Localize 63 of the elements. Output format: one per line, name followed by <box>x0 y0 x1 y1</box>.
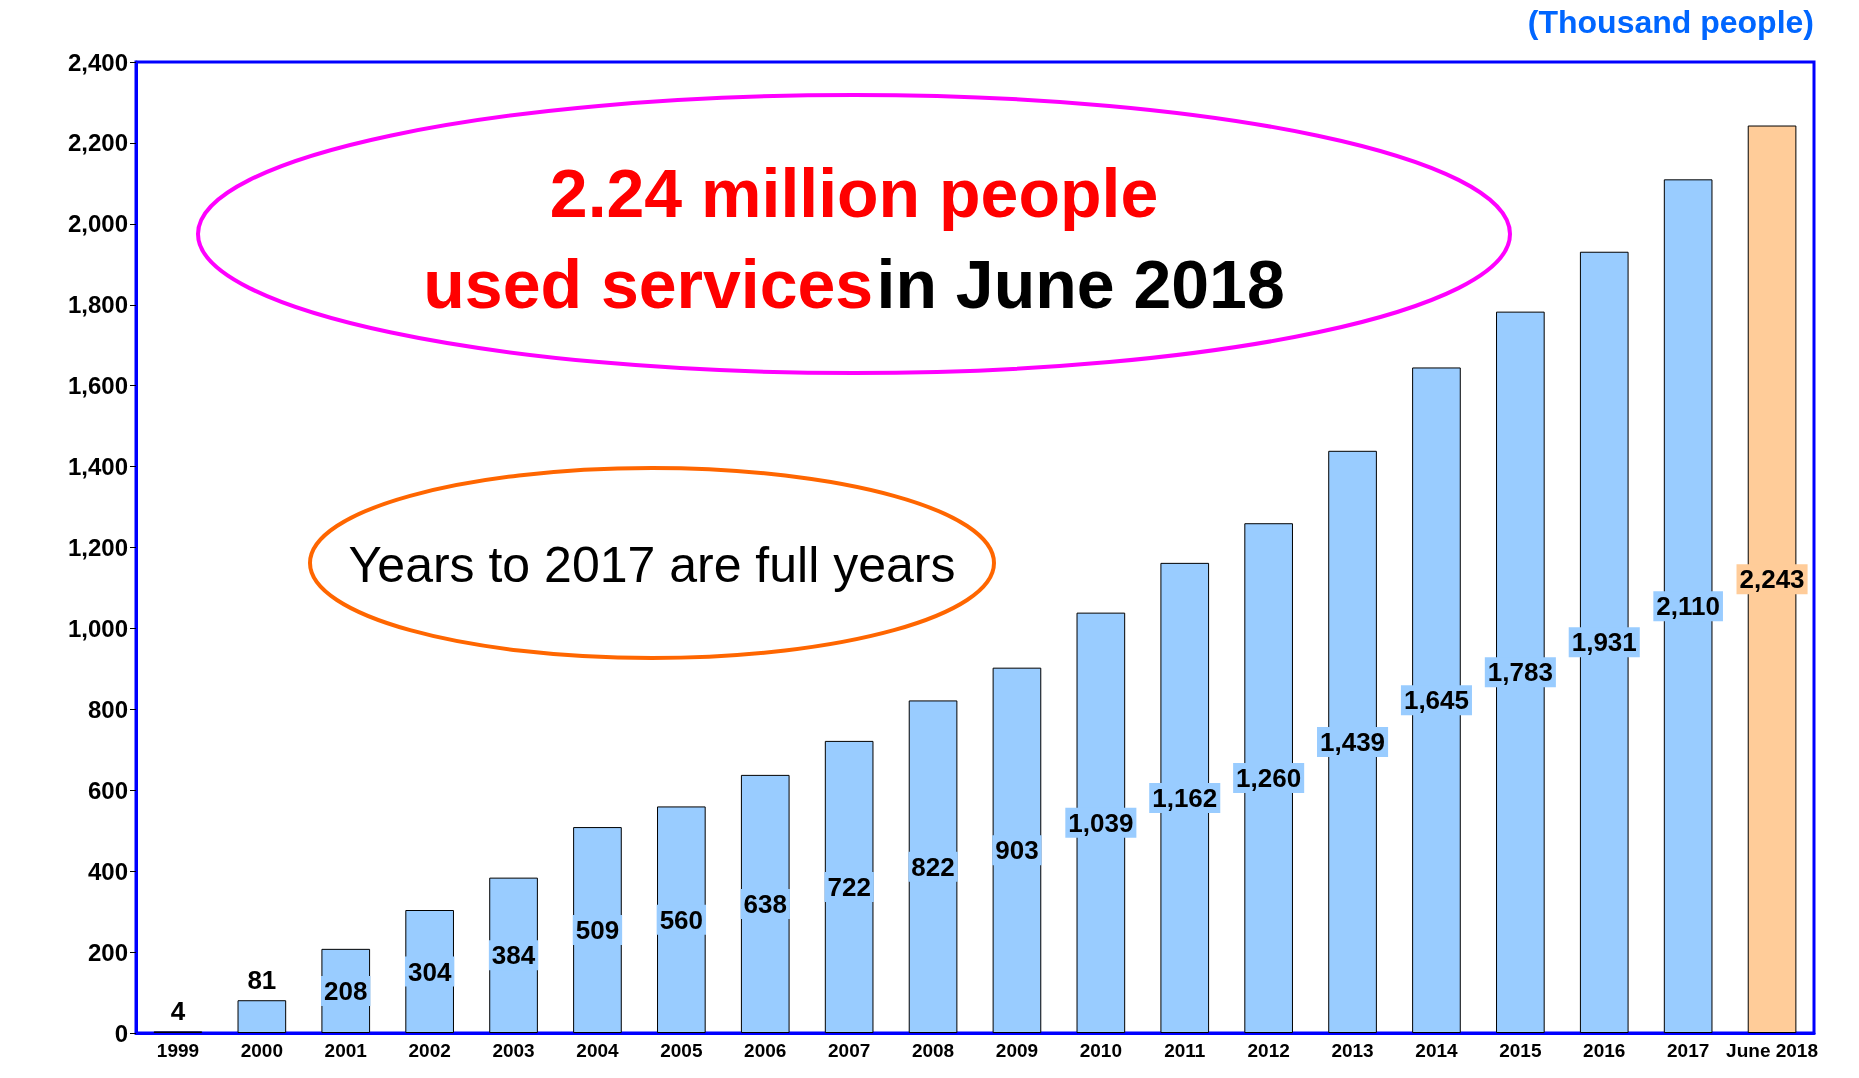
data-label: 1,645 <box>1403 685 1469 716</box>
y-tick-label: 2,400 <box>67 48 128 76</box>
data-label: 2,110 <box>1656 591 1720 622</box>
data-label: 1,260 <box>1236 763 1302 794</box>
x-tick-label: 2004 <box>576 1040 620 1061</box>
bar <box>908 700 958 1033</box>
x-tick-label: 2012 <box>1247 1040 1290 1061</box>
x-tick-label: 2011 <box>1164 1040 1206 1061</box>
data-label: 1,783 <box>1487 657 1553 688</box>
data-label: 304 <box>407 956 452 987</box>
data-label: 509 <box>575 915 620 946</box>
data-label: 1,162 <box>1152 782 1218 813</box>
data-label: 722 <box>827 871 871 902</box>
y-tick-label: 1,200 <box>67 534 128 561</box>
x-tick-label: 2014 <box>1415 1040 1459 1061</box>
data-label: 903 <box>995 835 1039 866</box>
x-tick-label: 2006 <box>744 1040 787 1061</box>
data-label: 384 <box>491 940 536 971</box>
data-label: 1,931 <box>1571 627 1637 658</box>
data-label: 1,439 <box>1320 726 1386 757</box>
y-tick-label: 1,400 <box>67 453 128 481</box>
data-label: 81 <box>247 965 277 996</box>
bar <box>237 1000 287 1033</box>
annotation: Years to 2017 are full years <box>348 537 956 593</box>
data-label: 822 <box>911 851 955 882</box>
y-tick-label: 2,000 <box>67 210 128 238</box>
y-tick-label: 0 <box>114 1019 128 1047</box>
x-tick-label: 2009 <box>995 1040 1039 1061</box>
x-tick-label: 2016 <box>1583 1040 1626 1061</box>
data-label: 4 <box>170 996 186 1027</box>
x-tick-label: 2005 <box>660 1040 703 1061</box>
bar <box>992 667 1042 1033</box>
x-tick-label: 2007 <box>828 1040 871 1061</box>
y-tick-label: 1,800 <box>67 291 128 319</box>
y-tick-label: 2,200 <box>67 129 128 157</box>
bar <box>824 740 874 1033</box>
x-tick-label: 2003 <box>492 1040 535 1061</box>
x-tick-label: 1999 <box>156 1040 200 1061</box>
data-label: 638 <box>743 888 787 919</box>
x-tick-label: 2001 <box>324 1040 368 1061</box>
y-axis-title: (Thousand people) <box>1527 4 1814 40</box>
x-tick-label: 2015 <box>1499 1040 1542 1061</box>
x-tick-label: 2002 <box>408 1040 451 1061</box>
y-tick-label: 800 <box>87 695 128 723</box>
y-tick-label: 1,000 <box>67 614 128 642</box>
y-tick-label: 1,600 <box>67 372 128 400</box>
data-label: 560 <box>659 904 704 935</box>
y-tick-label: 400 <box>87 857 128 885</box>
y-tick-label: 600 <box>87 776 128 804</box>
annotation: used services <box>423 246 874 322</box>
data-label: 208 <box>324 975 368 1006</box>
x-tick-label: 2013 <box>1331 1040 1374 1061</box>
x-tick-label: June 2018 <box>1726 1040 1818 1061</box>
y-tick-label: 200 <box>87 938 128 966</box>
data-label: 1,039 <box>1068 807 1134 838</box>
bar <box>740 774 790 1033</box>
annotation: in June 2018 <box>876 246 1285 322</box>
x-tick-label: 2017 <box>1667 1040 1710 1061</box>
x-tick-label: 2010 <box>1079 1040 1122 1061</box>
data-label: 2,243 <box>1739 564 1805 595</box>
annotation: 2.24 million people <box>549 155 1159 231</box>
x-tick-label: 2000 <box>240 1040 283 1061</box>
x-tick-label: 2008 <box>911 1040 955 1061</box>
